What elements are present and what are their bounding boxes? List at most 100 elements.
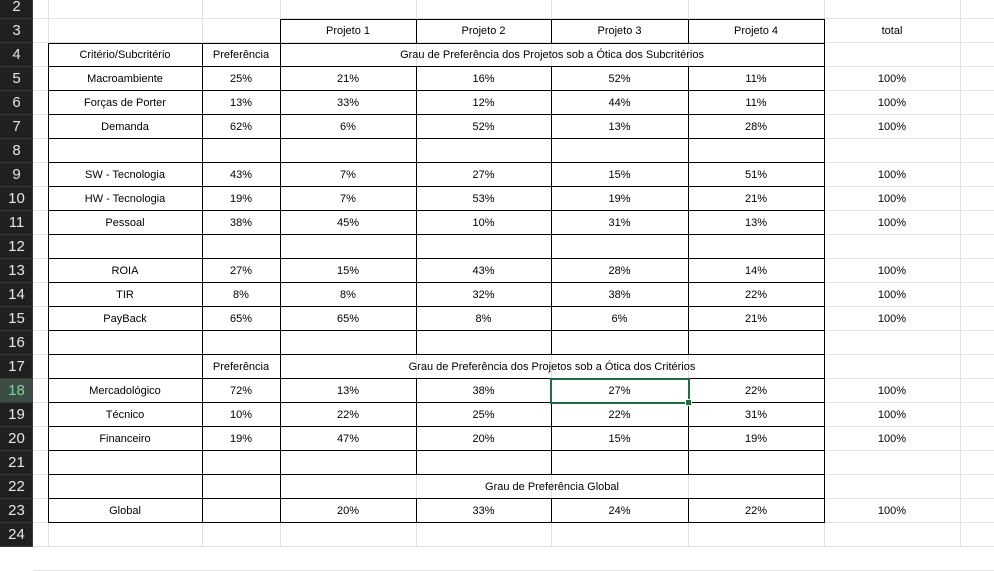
- criterio-name[interactable]: Financeiro: [99, 433, 151, 445]
- title-subcriterios[interactable]: Grau de Preferência dos Projetos sob a Ó…: [400, 49, 704, 61]
- subcriterio-preferencia[interactable]: 19%: [229, 193, 253, 205]
- header-criterio-subcriterio[interactable]: Critério/Subcritério: [79, 49, 171, 61]
- subcriterio-total[interactable]: 100%: [877, 73, 907, 85]
- subcriterio-name[interactable]: HW - Tecnologia: [84, 193, 166, 205]
- criterio-projeto-4[interactable]: 22%: [744, 385, 768, 397]
- criterio-projeto-1[interactable]: 13%: [336, 385, 360, 397]
- row-number-21[interactable]: 21: [0, 451, 33, 475]
- criterio-projeto-1[interactable]: 47%: [336, 433, 360, 445]
- row-number-7[interactable]: 7: [0, 115, 33, 139]
- row-number-23[interactable]: 23: [0, 499, 33, 523]
- subcriterio-projeto-4[interactable]: 21%: [744, 193, 768, 205]
- subcriterio-projeto-4[interactable]: 11%: [745, 73, 767, 85]
- row-number-19[interactable]: 19: [0, 403, 33, 427]
- subcriterio-projeto-4[interactable]: 28%: [744, 121, 768, 133]
- subcriterio-projeto-1[interactable]: 15%: [336, 265, 360, 277]
- subcriterio-projeto-1[interactable]: 65%: [336, 313, 360, 325]
- subcriterio-projeto-4[interactable]: 51%: [744, 169, 768, 181]
- subcriterio-projeto-2[interactable]: 32%: [472, 289, 495, 301]
- subcriterio-total[interactable]: 100%: [877, 265, 907, 277]
- criterio-total[interactable]: 100%: [877, 409, 907, 421]
- subcriterio-total[interactable]: 100%: [877, 313, 907, 325]
- subcriterio-projeto-3[interactable]: 44%: [608, 97, 631, 109]
- subcriterio-preferencia[interactable]: 8%: [233, 289, 249, 301]
- subcriterio-total[interactable]: 100%: [877, 121, 907, 133]
- subcriterio-projeto-1[interactable]: 8%: [340, 289, 356, 301]
- subcriterio-projeto-2[interactable]: 8%: [475, 313, 492, 325]
- subcriterio-preferencia[interactable]: 62%: [229, 121, 253, 133]
- row-number-2[interactable]: 2: [0, 0, 33, 19]
- header-projeto-3[interactable]: Projeto 3: [597, 25, 642, 37]
- subcriterio-name[interactable]: PayBack: [103, 313, 147, 325]
- row-number-16[interactable]: 16: [0, 331, 33, 355]
- subcriterio-projeto-3[interactable]: 52%: [608, 73, 631, 85]
- row-number-10[interactable]: 10: [0, 187, 33, 211]
- subcriterio-projeto-4[interactable]: 14%: [744, 265, 768, 277]
- subcriterio-projeto-2[interactable]: 10%: [472, 217, 495, 229]
- criterio-preferencia[interactable]: 19%: [229, 433, 253, 445]
- subcriterio-projeto-1[interactable]: 21%: [336, 73, 360, 85]
- subcriterio-name[interactable]: TIR: [116, 289, 134, 301]
- spreadsheet-grid[interactable]: Projeto 1 Projeto 2 Projeto 3 Projeto 4 tota…: [33, 0, 994, 571]
- subcriterio-name[interactable]: Macroambiente: [87, 73, 163, 85]
- subcriterio-projeto-2[interactable]: 53%: [472, 193, 495, 205]
- subcriterio-projeto-3[interactable]: 13%: [608, 121, 631, 133]
- subcriterio-projeto-3[interactable]: 28%: [608, 265, 631, 277]
- row-number-20[interactable]: 20: [0, 427, 33, 451]
- row-number-14[interactable]: 14: [0, 283, 33, 307]
- subcriterio-projeto-3[interactable]: 6%: [611, 313, 628, 325]
- subcriterio-projeto-3[interactable]: 15%: [608, 169, 631, 181]
- row-number-6[interactable]: 6: [0, 91, 33, 115]
- subcriterio-preferencia[interactable]: 38%: [229, 217, 253, 229]
- row-number-5[interactable]: 5: [0, 67, 33, 91]
- subcriterio-preferencia[interactable]: 27%: [229, 265, 253, 277]
- subcriterio-total[interactable]: 100%: [877, 193, 907, 205]
- criterio-total[interactable]: 100%: [877, 385, 907, 397]
- criterio-projeto-3[interactable]: 22%: [608, 409, 631, 421]
- subcriterio-projeto-1[interactable]: 45%: [336, 217, 360, 229]
- row-number-24[interactable]: 24: [0, 523, 33, 547]
- subcriterio-name[interactable]: Pessoal: [105, 217, 145, 229]
- subcriterio-preferencia[interactable]: 65%: [229, 313, 253, 325]
- subcriterio-projeto-1[interactable]: 33%: [336, 97, 360, 109]
- global-total[interactable]: 100%: [877, 505, 907, 517]
- row-number-13[interactable]: 13: [0, 259, 33, 283]
- row-number-17[interactable]: 17: [0, 355, 33, 379]
- subcriterio-projeto-2[interactable]: 12%: [472, 97, 495, 109]
- global-projeto-3[interactable]: 24%: [608, 505, 631, 517]
- active-cell-selection[interactable]: [550, 378, 690, 404]
- header-projeto-2[interactable]: Projeto 2: [461, 25, 506, 37]
- row-number-12[interactable]: 12: [0, 235, 33, 259]
- header-projeto-1[interactable]: Projeto 1: [325, 25, 371, 37]
- row-number-3[interactable]: 3: [0, 19, 33, 43]
- subcriterio-projeto-2[interactable]: 43%: [472, 265, 495, 277]
- subcriterio-projeto-4[interactable]: 22%: [744, 289, 768, 301]
- criterio-name[interactable]: Técnico: [105, 409, 145, 421]
- subcriterio-total[interactable]: 100%: [877, 97, 907, 109]
- subcriterio-projeto-3[interactable]: 19%: [608, 193, 631, 205]
- subcriterio-total[interactable]: 100%: [877, 289, 907, 301]
- subcriterio-projeto-2[interactable]: 52%: [472, 121, 495, 133]
- subcriterio-name[interactable]: ROIA: [111, 265, 139, 277]
- criterio-projeto-1[interactable]: 22%: [336, 409, 360, 421]
- subcriterio-preferencia[interactable]: 43%: [229, 169, 253, 181]
- subcriterio-projeto-1[interactable]: 7%: [340, 169, 356, 181]
- criterio-preferencia[interactable]: 10%: [229, 409, 253, 421]
- subcriterio-projeto-1[interactable]: 6%: [340, 121, 356, 133]
- criterio-preferencia[interactable]: 72%: [229, 385, 253, 397]
- title-global[interactable]: Grau de Preferência Global: [485, 481, 619, 493]
- criterio-name[interactable]: Mercadológico: [89, 385, 161, 397]
- subcriterio-name[interactable]: Forças de Porter: [84, 97, 166, 109]
- subcriterio-projeto-3[interactable]: 31%: [608, 217, 631, 229]
- criterio-projeto-4[interactable]: 31%: [744, 409, 768, 421]
- subcriterio-projeto-2[interactable]: 16%: [472, 73, 495, 85]
- criterio-projeto-2[interactable]: 20%: [472, 433, 495, 445]
- row-number-18[interactable]: 18: [0, 379, 33, 403]
- subcriterio-total[interactable]: 100%: [877, 217, 907, 229]
- header-total[interactable]: total: [881, 25, 903, 37]
- global-name[interactable]: Global: [109, 505, 141, 517]
- row-number-22[interactable]: 22: [0, 475, 33, 499]
- global-projeto-1[interactable]: 20%: [336, 505, 360, 517]
- header-projeto-4[interactable]: Projeto 4: [733, 25, 779, 37]
- criterio-projeto-4[interactable]: 19%: [744, 433, 768, 445]
